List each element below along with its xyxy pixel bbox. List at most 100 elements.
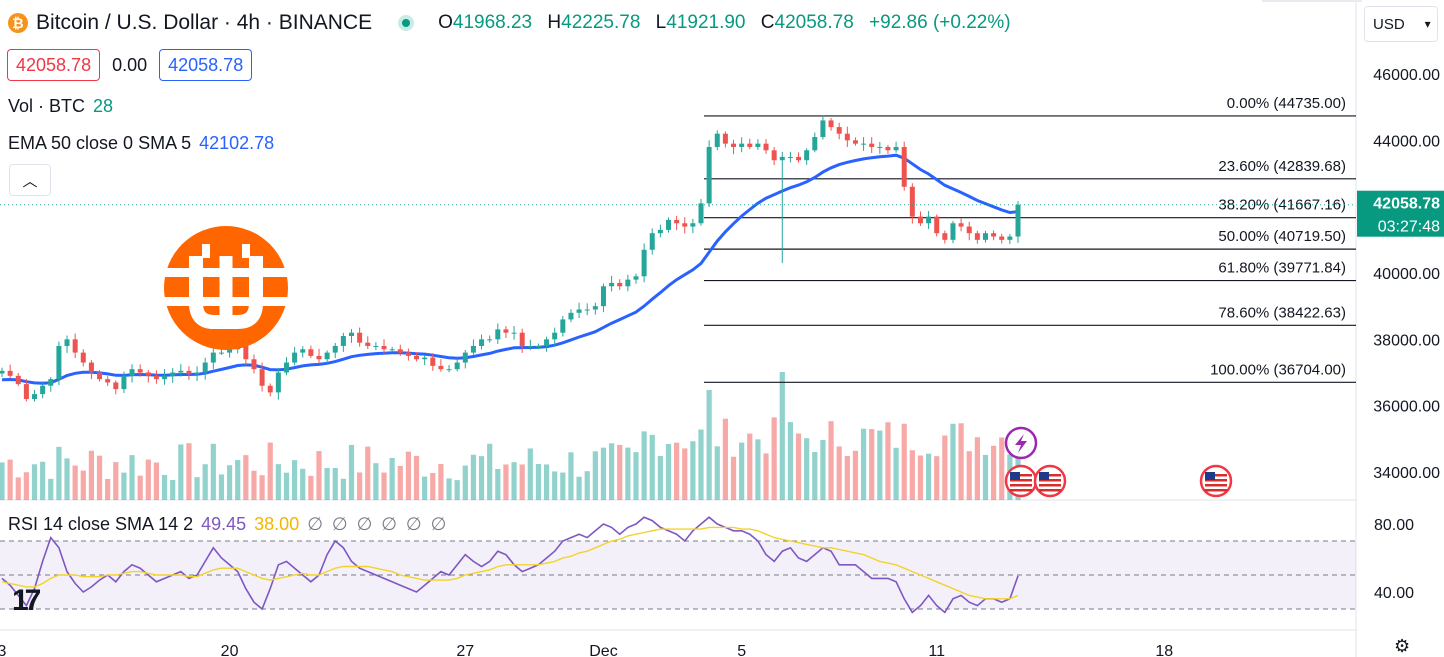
volume-bar	[779, 372, 785, 500]
price-tick-label: 36000.00	[1373, 399, 1440, 416]
candle-body	[145, 372, 151, 376]
rsi-tick-label: 80.00	[1374, 517, 1414, 534]
candle-body	[397, 349, 403, 353]
time-tick-label: 20	[221, 643, 239, 657]
candle-body	[836, 127, 842, 134]
us-flag-icon[interactable]	[1199, 464, 1233, 498]
currency-selector[interactable]: USD ▾	[1364, 6, 1438, 42]
volume-bar	[0, 462, 5, 500]
volume-bar	[267, 442, 273, 500]
rsi-band-background	[0, 540, 1356, 610]
volume-bar	[381, 472, 387, 500]
candle-body	[389, 349, 395, 351]
volume-bar	[592, 451, 598, 500]
candle-body	[56, 345, 62, 380]
volume-bar	[308, 475, 314, 500]
fibonacci-retracement[interactable]: 0.00% (44735.00) 23.60% (42839.68) 38.20% …	[704, 95, 1356, 383]
candle-body	[576, 309, 582, 313]
time-axis[interactable]: 3 20 27 Dec 5 11 18	[0, 643, 1173, 657]
buy-button[interactable]: 42058.78	[159, 49, 253, 81]
candle-body	[324, 352, 330, 360]
candlesticks	[0, 115, 1021, 402]
volume-bar	[31, 464, 38, 500]
candle-body	[966, 226, 972, 234]
candle-body	[934, 216, 940, 234]
volume-bar	[40, 461, 46, 500]
sell-button[interactable]: 42058.78	[7, 49, 101, 81]
volume-bar	[966, 451, 972, 500]
volume-bar	[23, 472, 29, 500]
bitcoin-icon: ₿	[8, 13, 28, 33]
volume-bar	[397, 465, 403, 500]
symbol-title[interactable]: Bitcoin / U.S. Dollar · 4h · BINANCE	[36, 11, 373, 34]
price-axis[interactable]: 46000.0044000.0042000.0040000.0038000.00…	[0, 67, 1444, 602]
volume-bar	[755, 439, 761, 500]
candle-body	[162, 375, 168, 380]
volume-bar	[909, 450, 915, 500]
volume-bar	[422, 476, 428, 500]
volume-bar	[332, 467, 338, 500]
volume-value: 28	[93, 96, 114, 116]
rsi-legend[interactable]: RSI 14 close SMA 14 2 49.45 38.00 ∅ ∅ ∅ ∅ ∅…	[8, 514, 448, 535]
candle-body	[519, 332, 525, 346]
candle-body	[381, 345, 387, 350]
change-value: +92.86 (+0.22%)	[869, 12, 1011, 33]
volume-bar	[543, 464, 550, 500]
volume-bar	[771, 417, 777, 500]
time-tick-label: 3	[0, 643, 7, 657]
ema-legend[interactable]: EMA 50 close 0 SMA 5 42102.78	[8, 133, 274, 154]
candle-body	[121, 375, 127, 390]
volume-bar	[974, 437, 980, 500]
candle-body	[332, 345, 338, 353]
volume-bar	[202, 464, 208, 500]
candle-body	[885, 146, 891, 151]
candle-body	[657, 229, 663, 234]
volume-bar	[105, 478, 111, 500]
volume-bar	[88, 450, 95, 500]
lightning-icon[interactable]	[1004, 426, 1038, 460]
price-tick-label: 40000.00	[1373, 266, 1440, 283]
candle-body	[32, 394, 38, 400]
us-flag-icon[interactable]	[1004, 464, 1038, 498]
volume-bar	[795, 433, 802, 500]
candle-body	[40, 385, 46, 395]
gear-icon[interactable]: ⚙	[1394, 636, 1411, 656]
candle-body	[23, 384, 29, 400]
volume-label: Vol · BTC	[8, 96, 86, 116]
candle-body	[982, 233, 988, 240]
volume-legend[interactable]: Vol · BTC 28	[8, 96, 113, 117]
candle-body	[991, 233, 997, 237]
volume-bar	[560, 472, 566, 500]
event-markers[interactable]	[1004, 426, 1233, 498]
price-tick-label: 38000.00	[1373, 332, 1440, 349]
candle-body	[438, 365, 444, 370]
toolbar-shadow	[1262, 0, 1362, 2]
volume-bar	[161, 474, 168, 500]
ohlc-values: O41968.23 H42225.78 L41921.90 C42058.78 …	[438, 12, 1011, 33]
volume-bar	[503, 464, 509, 500]
volume-bar	[568, 452, 574, 500]
volume-bar	[625, 447, 631, 500]
trade-buttons: 42058.78 0.00 42058.78	[7, 49, 253, 81]
time-tick-label: 27	[456, 643, 474, 657]
volume-bar	[633, 452, 639, 500]
us-flag-icon[interactable]	[1033, 464, 1067, 498]
volume-bar	[292, 460, 298, 500]
volume-bar	[950, 423, 956, 500]
candle-body	[113, 382, 119, 390]
volume-bar	[300, 468, 306, 500]
tradingview-logo[interactable]: 17	[12, 584, 41, 617]
candle-body	[170, 372, 176, 376]
candle-body	[942, 233, 948, 240]
candle-body	[641, 249, 647, 277]
volume-bar	[15, 477, 21, 500]
market-status-icon[interactable]	[398, 15, 415, 31]
collapse-legend-button[interactable]: ︿	[9, 164, 51, 196]
candle-body	[714, 133, 720, 147]
volume-bar	[340, 478, 346, 500]
candle-body	[1007, 236, 1013, 240]
symbol-header[interactable]: ₿ Bitcoin / U.S. Dollar · 4h · BINANCE O…	[8, 8, 1021, 38]
volume-bar	[243, 455, 249, 500]
chevron-up-icon: ︿	[22, 172, 38, 190]
